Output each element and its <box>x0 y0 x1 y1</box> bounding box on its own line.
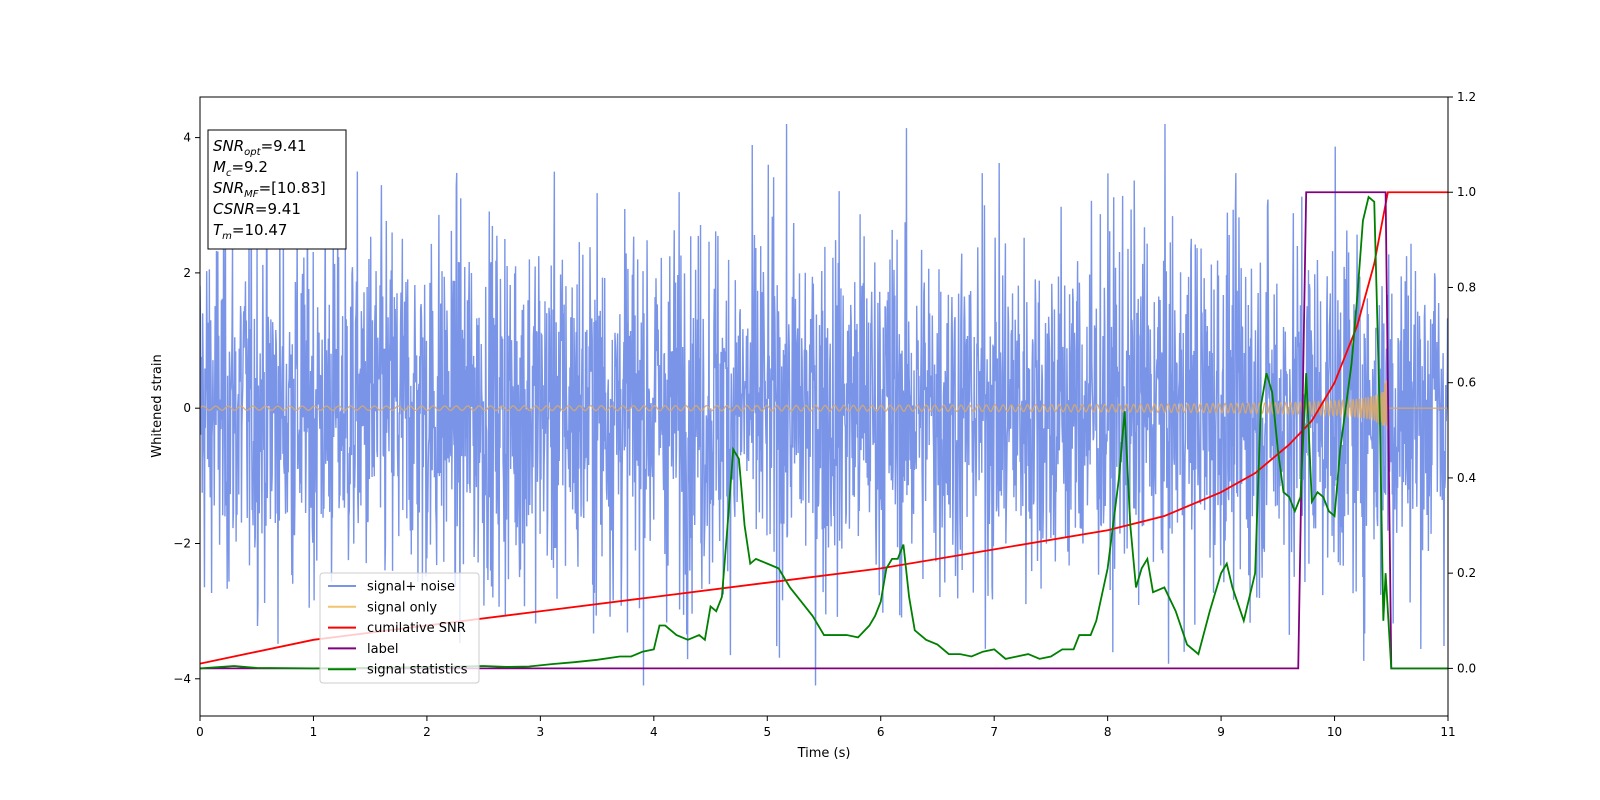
y-right-axis-ticks: 0.0 0.2 0.4 0.6 0.8 1.0 1.2 <box>1448 90 1476 675</box>
legend-items: signal+ noise signal only cumilative SNR la… <box>328 580 468 678</box>
legend-label: signal+ noise <box>367 580 455 595</box>
x-axis-label: Time (s) <box>797 746 851 761</box>
y-left-tick-label: 4 <box>183 131 191 145</box>
x-tick-label: 5 <box>763 725 771 739</box>
annotation-box: SNRopt=9.41 Mc=9.2 SNRMF=[10.83] CSNR=9.41 T… <box>207 129 347 250</box>
y-left-axis-ticks: −4 −2 0 2 4 <box>173 131 200 686</box>
series-signal-only-line <box>200 380 1448 430</box>
series-cumilative-snr-line <box>200 191 1448 665</box>
series-signal-statistics-line <box>200 195 1448 670</box>
y-left-tick-label: −4 <box>173 672 191 686</box>
x-tick-label: 11 <box>1440 725 1455 739</box>
y-right-tick-label: 0.2 <box>1457 566 1476 580</box>
x-tick-label: 7 <box>990 725 998 739</box>
x-tick-label: 9 <box>1217 725 1225 739</box>
legend-label: signal statistics <box>367 663 468 678</box>
x-axis-ticks: 0 1 2 3 4 5 6 7 8 9 10 11 <box>196 716 1456 739</box>
plot-layers <box>200 124 1448 686</box>
x-tick-label: 6 <box>877 725 885 739</box>
y-right-tick-label: 0.4 <box>1457 471 1476 485</box>
x-tick-label: 1 <box>310 725 318 739</box>
x-tick-label: 0 <box>196 725 204 739</box>
annotation-text: SNRopt=9.41 Mc=9.2 SNRMF=[10.83] CSNR=9.41 T… <box>213 137 326 242</box>
y-left-tick-label: 2 <box>183 266 191 280</box>
x-tick-label: 10 <box>1327 725 1342 739</box>
legend-label: cumilative SNR <box>367 621 466 636</box>
legend: signal+ noise signal only cumilative SNR la… <box>319 572 480 684</box>
series-signal-noise-line <box>200 124 1448 686</box>
x-tick-label: 8 <box>1104 725 1112 739</box>
y-right-tick-label: 1.2 <box>1457 90 1476 104</box>
y-right-tick-label: 0.6 <box>1457 376 1476 390</box>
y-right-tick-label: 0.8 <box>1457 280 1476 294</box>
x-tick-label: 3 <box>537 725 545 739</box>
y-left-tick-label: −2 <box>173 536 191 550</box>
x-tick-label: 4 <box>650 725 658 739</box>
y-axis-label: Whitened strain <box>150 354 165 457</box>
legend-label: signal only <box>367 600 437 615</box>
plot-frame <box>199 96 1449 717</box>
y-right-tick-label: 0.0 <box>1457 661 1476 675</box>
x-tick-label: 2 <box>423 725 431 739</box>
y-left-tick-label: 0 <box>183 401 191 415</box>
legend-label: label <box>367 642 398 657</box>
y-right-tick-label: 1.0 <box>1457 185 1476 199</box>
